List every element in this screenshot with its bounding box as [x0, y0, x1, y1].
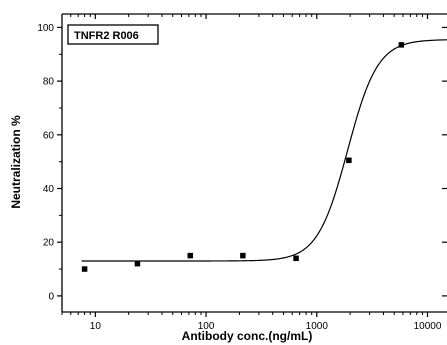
- legend-label: TNFR2 R006: [74, 30, 139, 42]
- y-axis-title: Neutralization %: [9, 115, 23, 209]
- y-tick-label: 100: [37, 23, 54, 34]
- x-axis-title: Antibody conc.(ng/mL): [182, 329, 313, 343]
- legend: TNFR2 R006: [67, 24, 159, 45]
- y-tick-label: 20: [43, 238, 55, 249]
- y-tick-label: 80: [43, 77, 55, 88]
- data-point: [293, 255, 299, 262]
- data-point: [187, 252, 194, 259]
- data-point: [134, 260, 141, 267]
- x-tick-label: 100: [198, 321, 215, 332]
- y-tick-label: 60: [43, 130, 55, 141]
- data-point: [398, 42, 405, 48]
- y-tick-label: 0: [48, 291, 54, 302]
- x-tick-label: 10: [90, 321, 102, 332]
- fit-curve-line: [81, 39, 447, 262]
- x-tick-label: 10000: [414, 321, 442, 332]
- y-tick-label: 40: [43, 184, 55, 195]
- data-point: [346, 157, 352, 164]
- legend-box: [67, 24, 159, 45]
- data-point: [81, 266, 88, 272]
- x-tick-label: 1000: [306, 321, 329, 332]
- data-points-layer: [81, 42, 405, 272]
- axes-layer: 0 20 40 60 80 100 10 100 1000 10000: [37, 13, 447, 332]
- data-point: [240, 252, 246, 259]
- fit-curve-layer: [81, 39, 447, 262]
